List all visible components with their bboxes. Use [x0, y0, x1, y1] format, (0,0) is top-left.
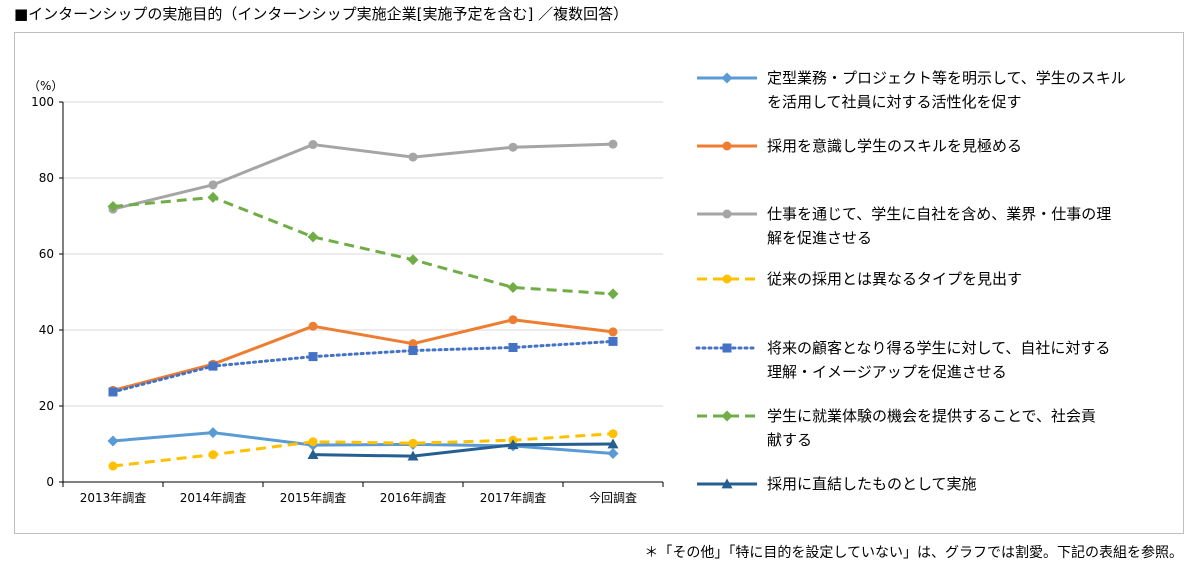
series-5	[108, 336, 618, 397]
data-point	[107, 201, 119, 212]
data-point	[308, 140, 318, 150]
data-point	[208, 450, 218, 460]
legend-marker	[722, 343, 732, 353]
y-tick-label: 80	[39, 171, 54, 185]
legend-label: 献する	[767, 431, 812, 449]
data-point	[507, 439, 519, 450]
series-6	[107, 191, 619, 300]
data-point	[608, 429, 618, 439]
data-point	[407, 450, 419, 461]
data-point	[607, 448, 619, 459]
data-point	[607, 288, 619, 300]
data-point	[607, 438, 619, 449]
data-point	[108, 461, 118, 471]
data-point	[207, 191, 219, 203]
page-title: ■インターンシップの実施目的（インターンシップ実施企業[実施予定を含む] ／複数…	[14, 5, 629, 23]
data-point	[408, 152, 418, 162]
legend-label: を活用して社員に対する活性化を促す	[767, 93, 1022, 111]
legend-entry-1: 定型業務・プロジェクト等を明示して、学生のスキルを活用して社員に対する活性化を促…	[697, 69, 1126, 111]
legend-entry-4: 従来の採用とは異なるタイプを見出す	[697, 270, 1022, 288]
series-line	[112, 432, 614, 468]
data-point	[307, 449, 319, 460]
data-point	[408, 438, 418, 448]
data-point	[208, 180, 218, 190]
data-point	[207, 427, 219, 439]
data-point	[408, 346, 418, 356]
data-point	[408, 339, 418, 349]
data-point	[608, 327, 618, 337]
series-7	[307, 438, 619, 461]
legend-marker	[721, 410, 733, 422]
data-point	[507, 281, 519, 293]
legend-marker	[722, 141, 732, 151]
data-point	[508, 315, 518, 325]
y-axis-unit-label: （%）	[28, 79, 63, 93]
y-tick-label: 100	[31, 95, 54, 109]
x-tick-label: 2014年調査	[180, 491, 247, 505]
data-point	[307, 231, 319, 243]
series-3	[108, 139, 618, 214]
data-point	[308, 352, 318, 362]
legend-label: 定型業務・プロジェクト等を明示して、学生のスキル	[767, 69, 1126, 87]
data-point	[108, 387, 118, 397]
legend-entry-2: 採用を意識し学生のスキルを見極める	[697, 137, 1022, 155]
x-tick-label: 2013年調査	[80, 491, 147, 505]
series-line	[112, 318, 614, 392]
data-point	[608, 336, 618, 346]
y-tick-label: 20	[39, 399, 54, 413]
x-tick-label: 2016年調査	[380, 491, 447, 505]
data-point	[107, 435, 119, 447]
legend-layer: 定型業務・プロジェクト等を明示して、学生のスキルを活用して社員に対する活性化を促…	[695, 69, 1126, 493]
data-point	[508, 342, 518, 352]
series-line	[112, 195, 614, 296]
chart-frame	[14, 32, 1184, 534]
series-line	[112, 142, 614, 211]
legend-label: 解を促進させる	[767, 229, 872, 247]
legend-label: 従来の採用とは異なるタイプを見出す	[767, 270, 1022, 288]
legend-label: 採用を意識し学生のスキルを見極める	[767, 137, 1022, 155]
series-2	[108, 315, 618, 395]
y-tick-label: 0	[46, 475, 54, 489]
x-tick-label: 今回調査	[589, 490, 637, 505]
y-tick-label: 40	[39, 323, 54, 337]
data-point	[608, 139, 618, 149]
series-layer	[107, 139, 619, 471]
data-point	[508, 142, 518, 152]
axis-layer: 0 20 40 60 80 100 （%） 2013年調査 2014年調査 2015年調査 2016…	[28, 79, 664, 505]
legend-label: 将来の顧客となり得る学生に対して、自社に対する	[767, 339, 1110, 357]
series-line	[112, 431, 614, 455]
legend-label: 学生に就業体験の機会を提供することで、社会貢	[767, 407, 1096, 425]
legend-label: 採用に直結したものとして実施	[767, 475, 977, 493]
legend-marker	[721, 72, 733, 84]
legend-marker	[722, 209, 732, 219]
legend-marker	[722, 274, 732, 284]
data-point	[308, 321, 318, 331]
grid-layer	[63, 101, 663, 407]
legend-marker	[721, 478, 733, 489]
data-point	[308, 437, 318, 447]
legend-label: 理解・イメージアップを促進させる	[767, 363, 1007, 381]
y-tick-label: 60	[39, 247, 54, 261]
data-point	[407, 254, 419, 266]
series-line	[312, 442, 614, 458]
data-point	[208, 361, 218, 371]
legend-label: 仕事を通じて、学生に自社を含め、業界・仕事の理	[767, 205, 1111, 223]
x-tick-label: 2015年調査	[280, 491, 347, 505]
series-line	[111, 339, 615, 394]
x-tick-label: 2017年調査	[480, 491, 547, 505]
legend-entry-7: 採用に直結したものとして実施	[697, 475, 977, 493]
footnote: ＊「その他」「特に目的を設定していない」は、グラフでは割愛。下記の表組を参照。	[644, 545, 1183, 561]
